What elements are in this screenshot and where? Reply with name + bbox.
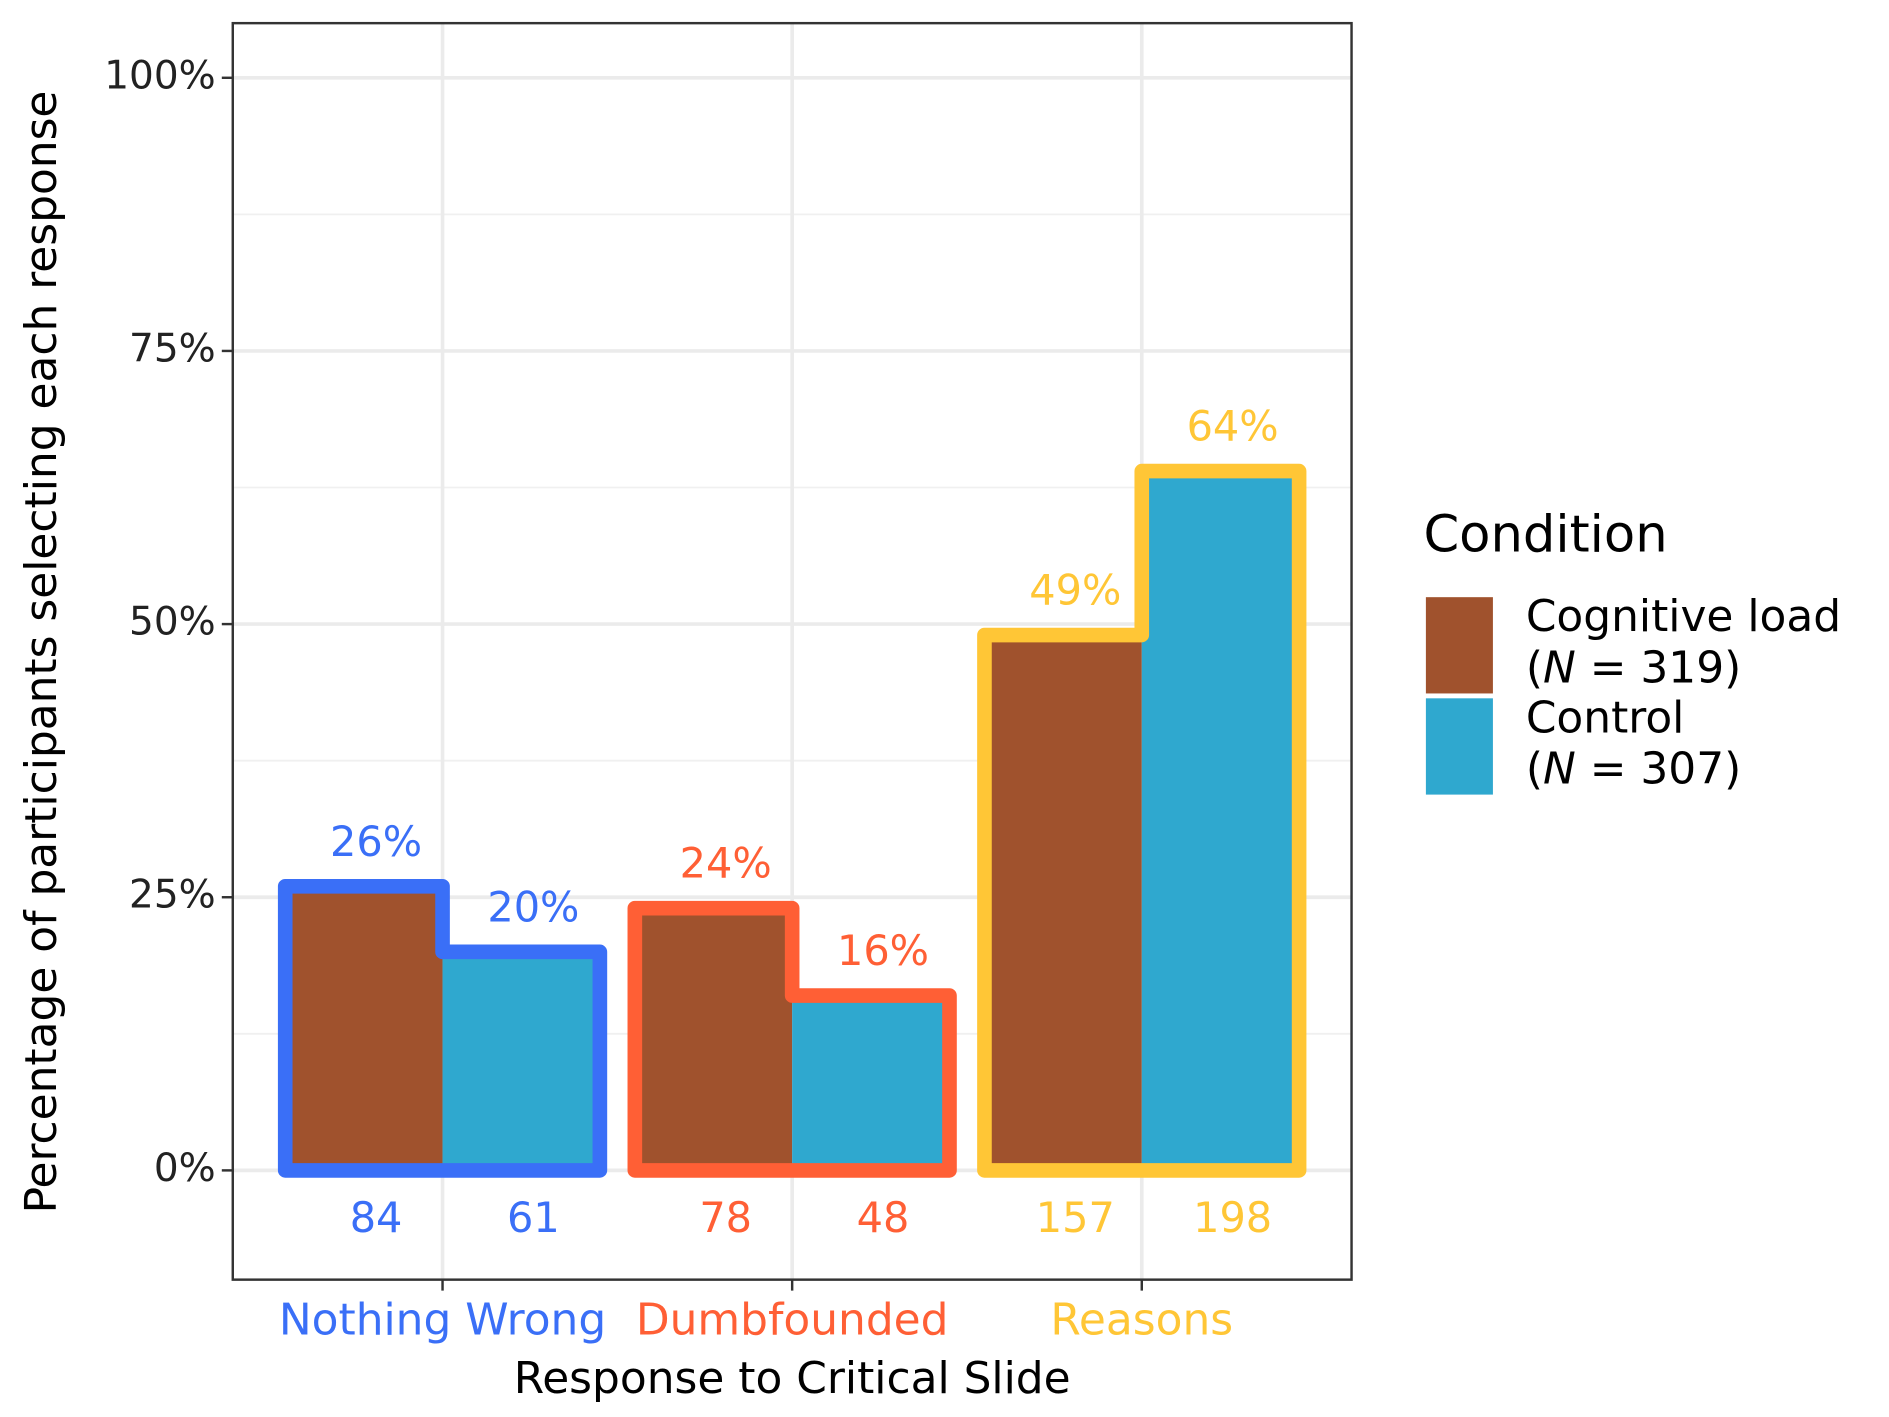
legend-label: Cognitive load (N = 319) xyxy=(1526,591,1855,693)
bar xyxy=(634,908,793,1171)
x-axis-title: Response to Critical Slide xyxy=(514,1353,1071,1404)
count-label: 84 xyxy=(350,1194,403,1242)
bar xyxy=(984,635,1142,1171)
x-tick-label: Reasons xyxy=(1050,1294,1233,1345)
plot-border xyxy=(231,21,1353,1281)
value-label: 20% xyxy=(487,883,579,931)
bar xyxy=(792,995,950,1171)
count-label: 198 xyxy=(1193,1194,1272,1242)
bar xyxy=(442,951,600,1171)
category-outline xyxy=(627,900,957,1178)
count-label: 157 xyxy=(1036,1194,1115,1242)
category-outline xyxy=(277,878,608,1178)
legend-swatch xyxy=(1425,698,1493,795)
y-axis-title: Percentage of participants selecting eac… xyxy=(16,91,67,1214)
legend-title: Condition xyxy=(1423,504,1667,564)
bar xyxy=(285,886,443,1171)
value-label: 24% xyxy=(680,840,772,888)
y-tick-label: 100% xyxy=(104,53,215,98)
count-label: 78 xyxy=(699,1194,752,1242)
value-label: 26% xyxy=(330,818,422,866)
value-label: 49% xyxy=(1029,567,1121,615)
x-tick-label: Dumbfounded xyxy=(636,1294,949,1345)
value-label: 64% xyxy=(1187,403,1279,451)
legend-swatch xyxy=(1425,597,1493,694)
count-label: 61 xyxy=(507,1194,560,1242)
value-label: 16% xyxy=(837,927,929,975)
x-tick-label: Nothing Wrong xyxy=(279,1294,606,1345)
y-tick-label: 50% xyxy=(129,600,216,645)
legend-label: Control (N = 307) xyxy=(1526,692,1741,794)
y-tick-label: 75% xyxy=(129,326,216,371)
category-outline xyxy=(977,463,1307,1178)
y-tick-label: 25% xyxy=(129,873,216,918)
y-tick-label: 0% xyxy=(154,1146,216,1191)
count-label: 48 xyxy=(857,1194,910,1242)
bar xyxy=(1141,471,1300,1171)
